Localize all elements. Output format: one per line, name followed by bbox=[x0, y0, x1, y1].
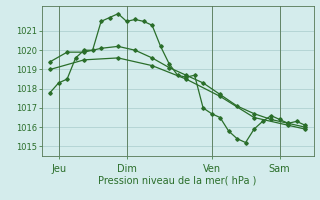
X-axis label: Pression niveau de la mer( hPa ): Pression niveau de la mer( hPa ) bbox=[99, 175, 257, 185]
